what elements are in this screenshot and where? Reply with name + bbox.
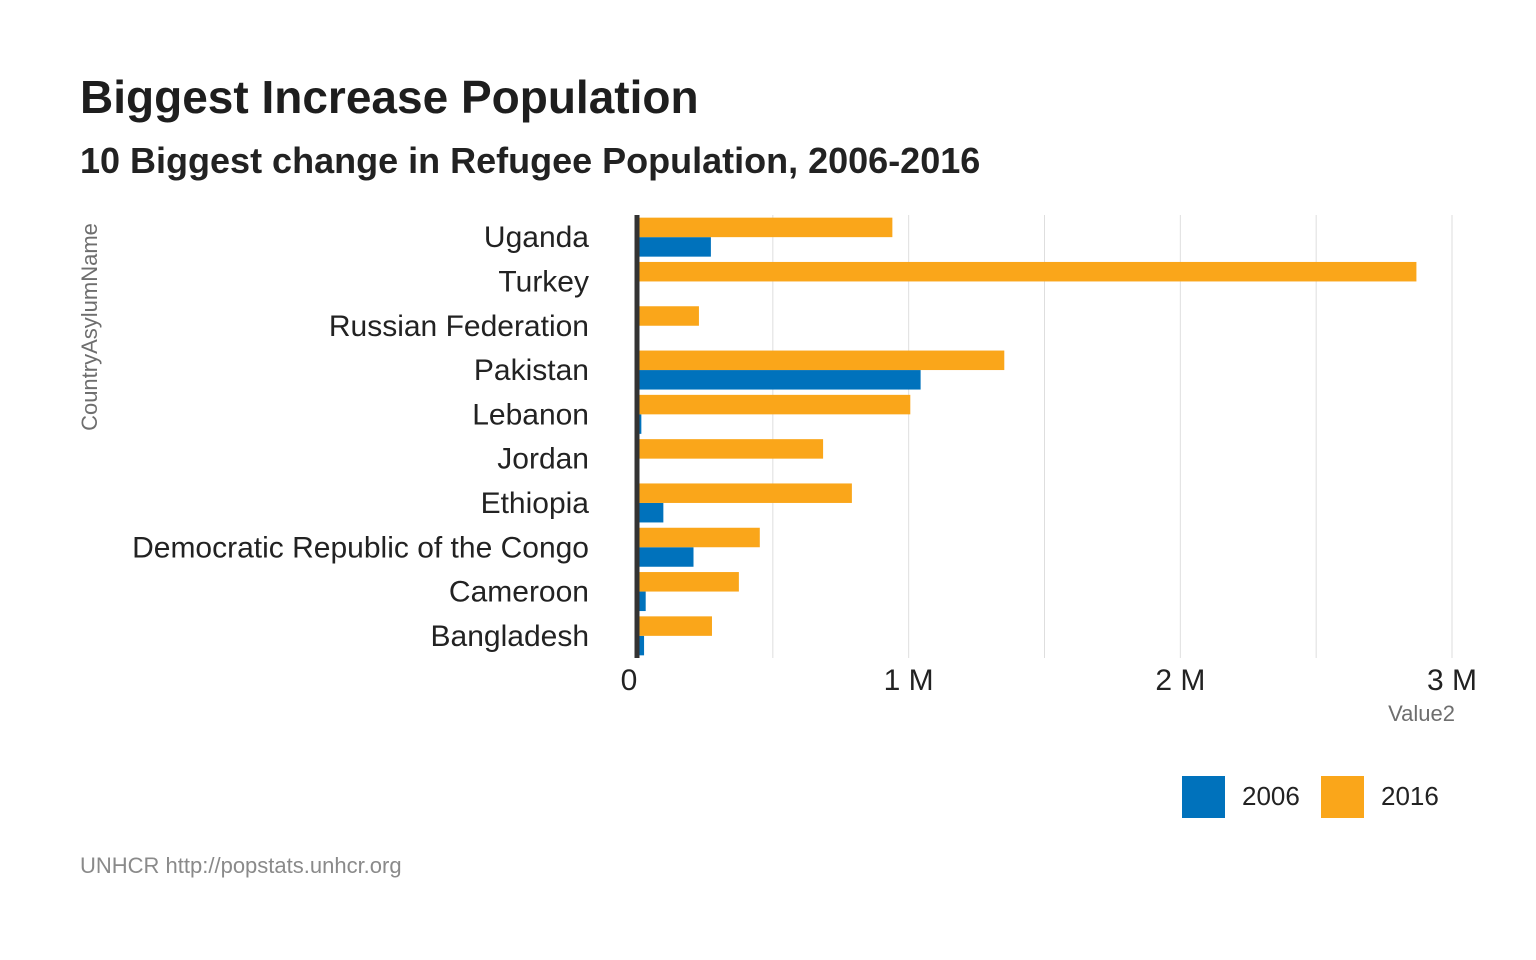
category-label: Democratic Republic of the Congo (132, 531, 589, 564)
category-label: Uganda (484, 221, 589, 254)
x-axis-title: Value2 (1388, 701, 1455, 726)
bar-2006-ethiopia (637, 502, 664, 523)
bar-2016-democratic-republic-of-the-congo (637, 527, 760, 548)
category-labels: Uganda Turkey Russian Federation Pakistan Le… (132, 221, 589, 653)
category-label: Ethiopia (481, 487, 590, 520)
x-tick-label: 3 M (1427, 664, 1477, 697)
bar-2016-lebanon (637, 394, 911, 415)
bar-2016-cameroon (637, 572, 739, 592)
bar-2016-uganda (637, 217, 893, 238)
bar-2016-ethiopia (637, 483, 852, 503)
legend-swatch-2016 (1321, 776, 1364, 818)
category-label: Jordan (497, 443, 589, 476)
category-label: Lebanon (472, 398, 589, 431)
bar-2016-pakistan (637, 350, 1005, 371)
bar-2006-bangladesh (637, 635, 645, 656)
bar-2006-pakistan (637, 370, 921, 390)
y-axis-title: CountryAsylumName (77, 223, 102, 431)
bar-2016-bangladesh (637, 616, 712, 636)
legend-swatch-2006 (1182, 776, 1225, 818)
bar-2006-cameroon (637, 591, 646, 612)
category-label: Cameroon (449, 576, 589, 609)
legend: 2006 2016 (1182, 776, 1439, 818)
category-label: Pakistan (474, 354, 589, 387)
legend-label-2016: 2016 (1381, 781, 1439, 811)
x-tick-label: 0 (621, 664, 638, 697)
chart-subtitle: 10 Biggest change in Refugee Population,… (80, 140, 981, 181)
category-label: Bangladesh (431, 620, 589, 653)
legend-label-2006: 2006 (1242, 781, 1300, 811)
bars (637, 217, 1417, 656)
x-tick-label: 2 M (1155, 664, 1205, 697)
source-caption: UNHCR http://popstats.unhcr.org (80, 853, 402, 878)
category-label: Russian Federation (329, 310, 589, 343)
bar-2016-jordan (637, 439, 824, 459)
chart-title: Biggest Increase Population (80, 71, 699, 123)
bar-2016-turkey (637, 261, 1417, 282)
bar-2006-uganda (637, 237, 711, 257)
bar-2006-democratic-republic-of-the-congo (637, 547, 694, 567)
x-tick-label: 1 M (884, 664, 934, 697)
category-label: Turkey (498, 265, 589, 298)
bar-2016-russian-federation (637, 306, 699, 326)
x-tick-labels: 0 1 M 2 M 3 M (621, 664, 1477, 697)
